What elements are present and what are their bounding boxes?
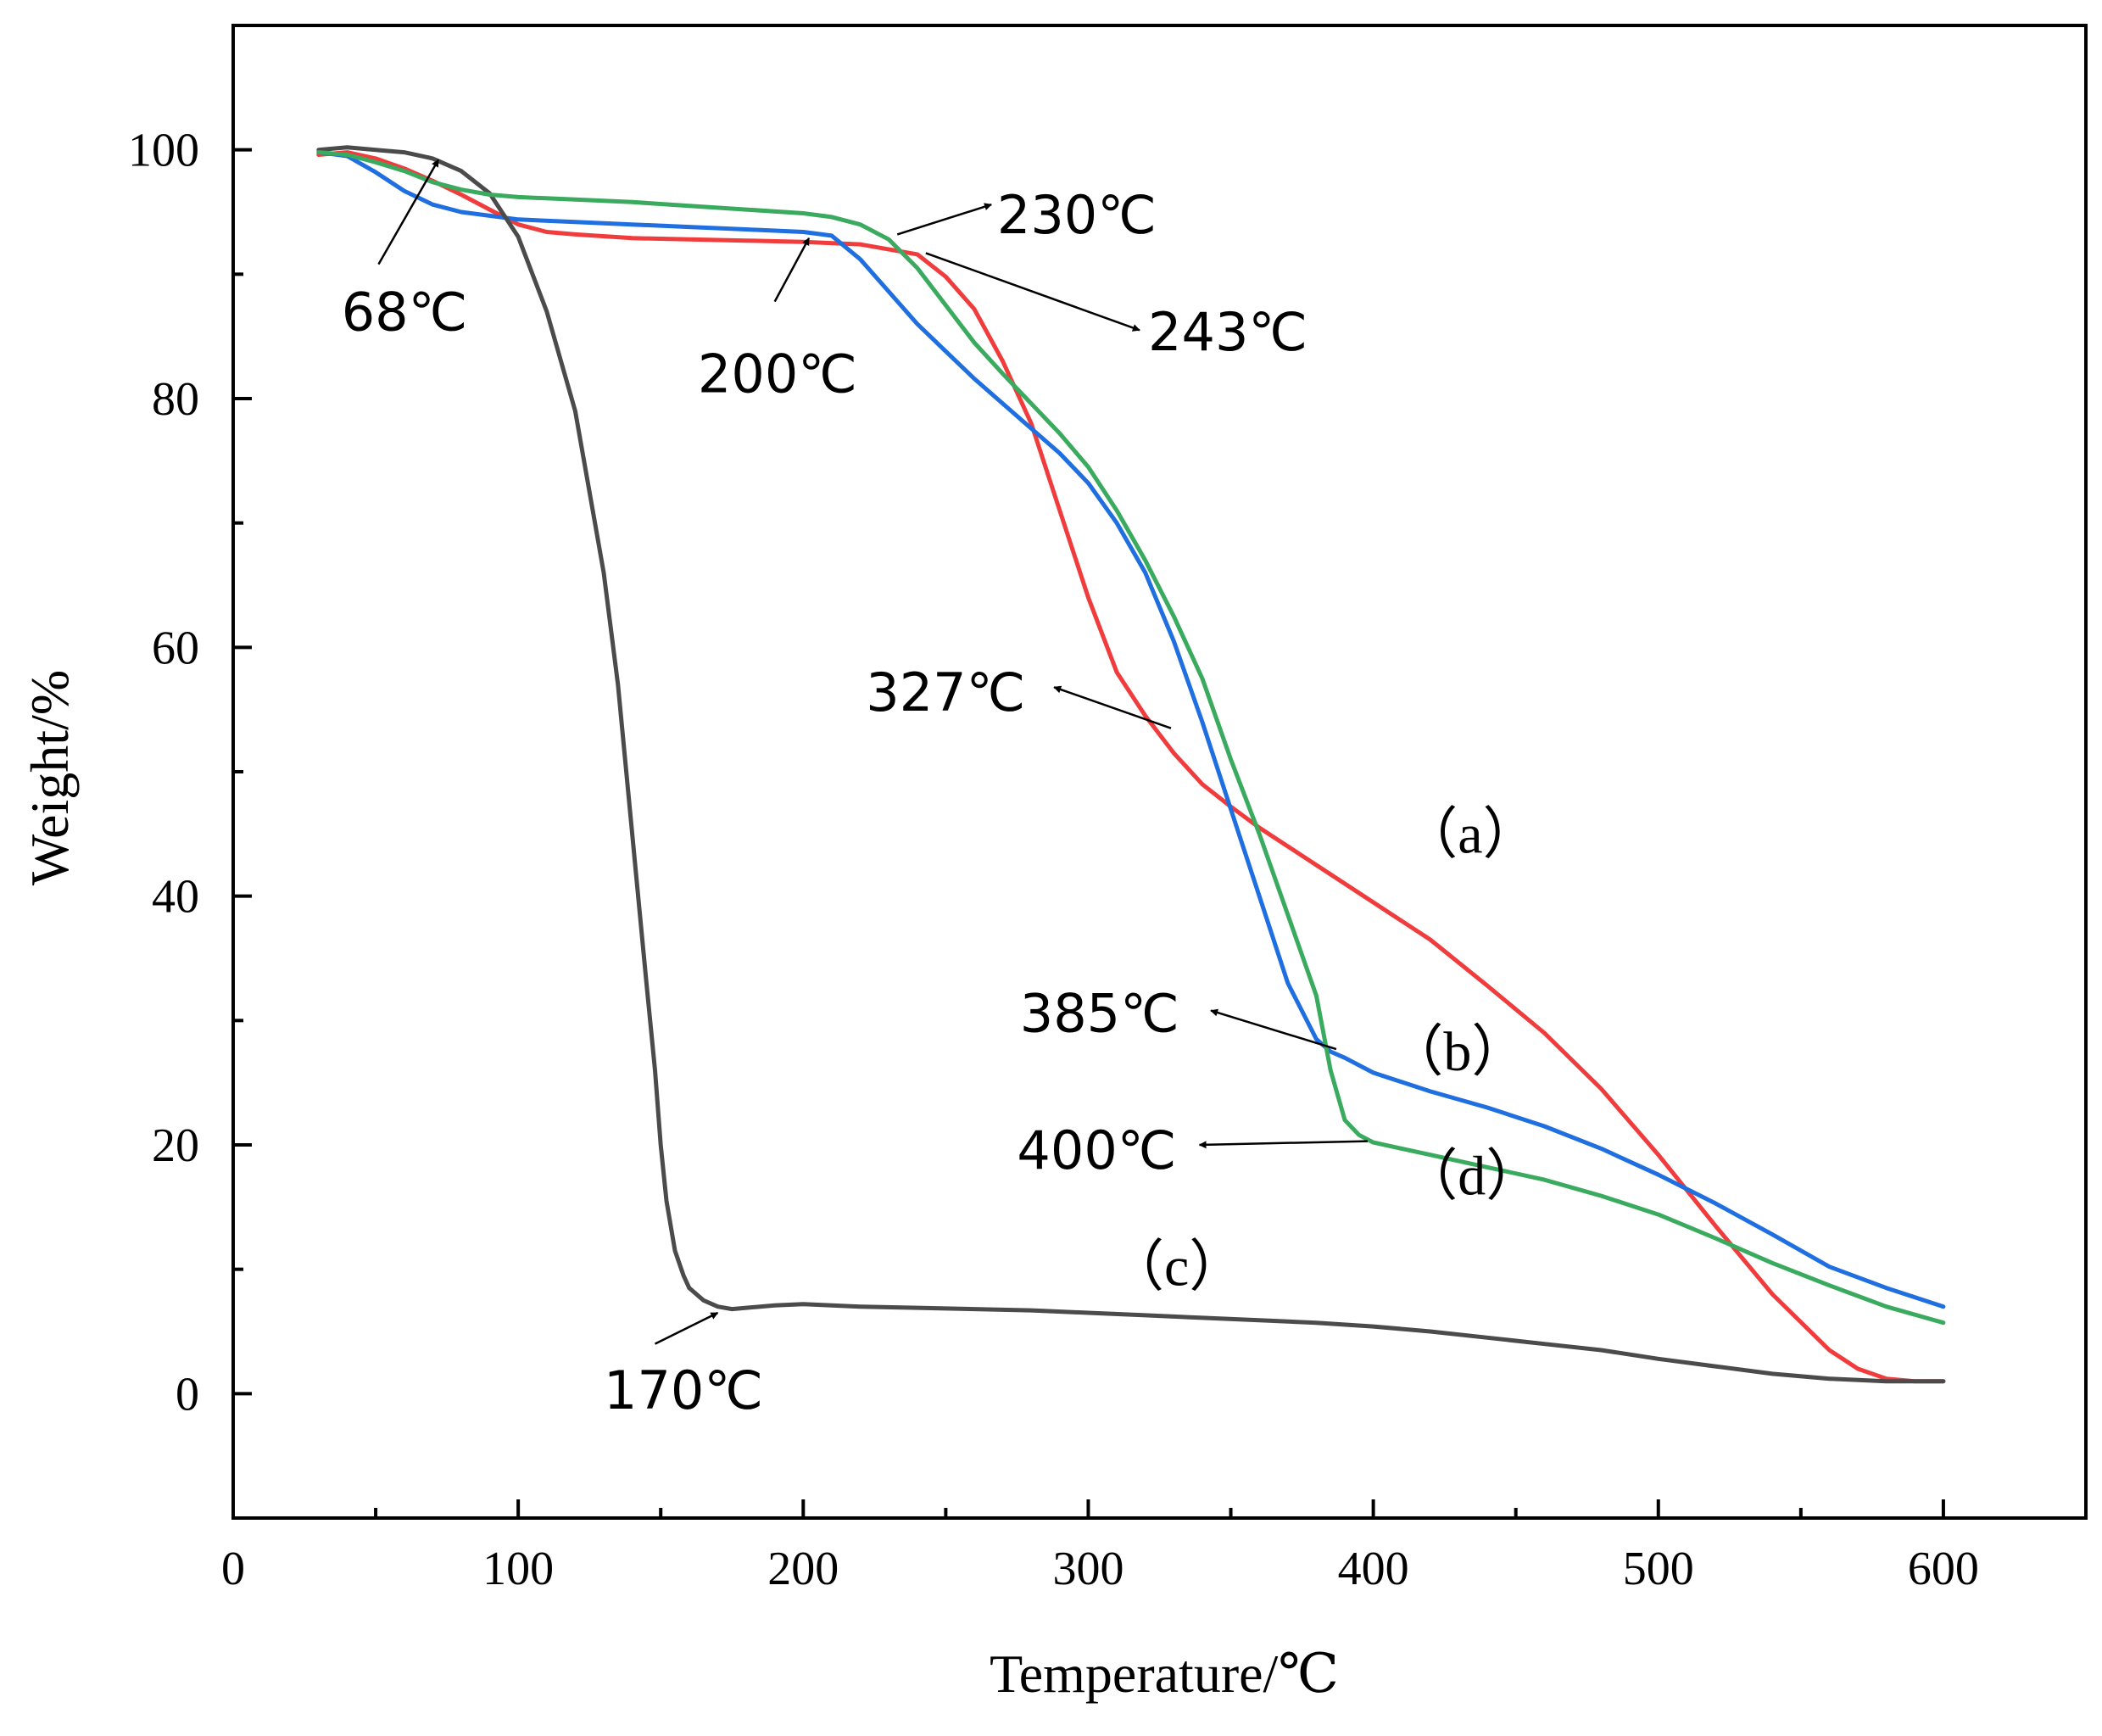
y-tick-label: 60 [152,622,199,674]
annotation-arrow [1198,1140,1368,1149]
annotation-label: 327℃ [866,661,1025,723]
series-line-a [316,150,1946,1384]
series-line-c [316,145,1946,1384]
x-tick-label: 100 [482,1543,554,1595]
annotation-label: 400℃ [1017,1119,1176,1181]
y-tick-label: 0 [176,1368,199,1421]
annotation-label: 68℃ [342,281,468,343]
y-tick-label: 100 [128,125,199,177]
annotation-label: 200℃ [698,343,857,405]
annotation-arrow [1053,685,1172,729]
x-tick-label: 0 [221,1543,245,1595]
annotation-arrow [654,1311,719,1345]
axes-layer: 0 100 200 300 400 500 600 0 20 40 60 80 100 [128,24,2088,1595]
y-tick-label: 20 [152,1119,199,1172]
series-layer: （a） （b） （c） （d） [316,145,1946,1384]
annotation-arrow [773,237,811,303]
annotation-layer: 68℃ 200℃ 230℃ 243℃ 327℃ 385℃ 400℃ 170℃ [342,159,1368,1421]
series-line-d [316,150,1946,1326]
series-label-b: （b） [1387,1021,1527,1083]
annotation-label: 230℃ [997,184,1157,246]
x-tick-label: 500 [1623,1543,1694,1595]
x-tick-label: 300 [1052,1543,1123,1595]
annotation-arrow [1210,1008,1337,1051]
series-label-d: （d） [1402,1146,1542,1208]
series-line-b [316,150,1946,1309]
x-axis-title: Temperature/℃ [990,1644,1339,1704]
series-label-c: （c） [1108,1236,1245,1298]
annotation-arrow [377,159,440,265]
annotation-arrow [896,203,993,236]
annotation-label: 385℃ [1020,983,1179,1045]
annotation-label: 170℃ [604,1359,763,1421]
y-tick-label: 40 [152,871,199,924]
y-tick-label: 80 [152,373,199,426]
x-tick-label: 200 [767,1543,839,1595]
x-tick-label: 600 [1908,1543,1979,1595]
annotation-arrow [925,252,1140,332]
x-tick-label: 400 [1338,1543,1409,1595]
y-axis-title: Weight/% [20,670,80,885]
series-label-a: （a） [1402,803,1538,865]
annotation-label: 243℃ [1148,301,1307,363]
